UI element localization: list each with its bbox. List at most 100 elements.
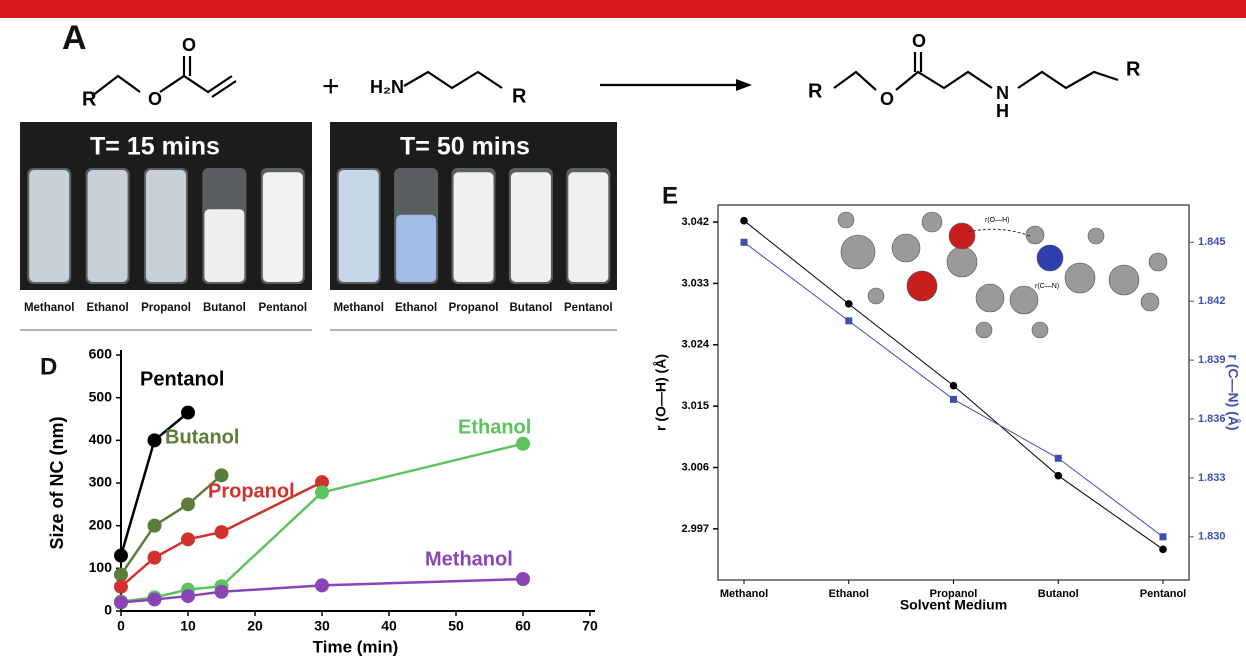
vial-content (88, 170, 128, 282)
x-tick-label: 10 (180, 618, 196, 634)
x-tick-label: Pentanol (1140, 588, 1186, 600)
series-label: Methanol (425, 548, 513, 570)
scheme-label: O (148, 89, 162, 109)
series-line (121, 444, 523, 602)
data-point (181, 406, 195, 420)
y2-axis-label: r (C—N) (Å) (1225, 354, 1241, 430)
y-tick-label: 500 (89, 388, 113, 404)
y-tick-label: 100 (89, 559, 113, 575)
photo-caption: Pentanol (259, 302, 308, 314)
data-point (845, 300, 853, 308)
vial (337, 168, 381, 284)
y-tick-label: 3.015 (681, 400, 709, 412)
data-point (1160, 533, 1167, 540)
atom (976, 322, 992, 338)
vial-content (146, 170, 186, 282)
data-point (845, 317, 852, 324)
atom (1149, 253, 1167, 271)
scheme-label: N (996, 83, 1009, 103)
time-label: T= 15 mins (90, 133, 220, 161)
vial-content (339, 170, 379, 282)
vial (202, 168, 246, 284)
vial (566, 168, 610, 284)
atom (947, 247, 977, 277)
y-axis-label: r (O—H) (Å) (653, 354, 669, 431)
vial (509, 168, 553, 284)
atom (1037, 245, 1063, 271)
photo-caption: Ethanol (87, 302, 129, 314)
scheme-label: O (912, 31, 926, 51)
photo-caption: Methanol (24, 302, 74, 314)
photo-caption: Propanol (449, 302, 499, 314)
data-point (516, 572, 530, 586)
vial-content (204, 209, 244, 282)
data-point (181, 497, 195, 511)
y-tick-label: 200 (89, 516, 113, 532)
photo-caption: Butanol (509, 302, 552, 314)
atom (922, 212, 942, 232)
data-point (1055, 455, 1062, 462)
x-tick-label: 40 (381, 618, 397, 634)
y2-tick-label: 1.830 (1198, 531, 1226, 543)
atom (976, 284, 1004, 312)
scheme-label: H₂N (370, 77, 404, 97)
y2-tick-label: 1.836 (1198, 413, 1226, 425)
time-label: T= 50 mins (400, 133, 530, 161)
data-point (740, 217, 748, 225)
x-tick-label: 50 (448, 618, 464, 634)
data-point (148, 433, 162, 447)
photo-caption: Propanol (141, 302, 191, 314)
x-tick-label: 30 (314, 618, 330, 634)
vial (394, 168, 438, 284)
vial (27, 168, 71, 284)
series-line (744, 242, 1163, 537)
atom (1088, 228, 1104, 244)
x-tick-label: 0 (117, 618, 125, 634)
data-point (148, 592, 162, 606)
data-point (148, 551, 162, 565)
header-bar (0, 0, 1246, 18)
inset-label: r(O—H) (985, 217, 1010, 224)
x-axis-label: Solvent Medium (900, 597, 1007, 613)
scheme-label: O (182, 35, 196, 55)
x-tick-label: Butanol (1038, 588, 1079, 600)
data-point (741, 239, 748, 246)
y-tick-label: 300 (89, 474, 113, 490)
series-label: Butanol (165, 426, 239, 448)
photo-caption: Pentanol (564, 302, 613, 314)
atom (1065, 263, 1095, 293)
scheme-label: R (82, 88, 97, 110)
atom (892, 234, 920, 262)
series-label: Ethanol (458, 416, 531, 438)
atom (838, 212, 854, 228)
y-axis-label: Size of NC (nm) (47, 416, 67, 549)
scheme-label: R (1126, 58, 1141, 80)
scheme-label: R (512, 85, 527, 107)
series-label: Propanol (208, 480, 295, 502)
y-tick-label: 3.033 (681, 277, 709, 289)
arrow-head (736, 79, 752, 91)
y-tick-label: 600 (89, 346, 113, 362)
y-tick-label: 0 (104, 602, 112, 618)
data-point (114, 549, 128, 563)
scheme-label: + (322, 70, 340, 103)
y-tick-label: 400 (89, 431, 113, 447)
scheme-label: H (996, 101, 1009, 121)
panel-letter: D (40, 353, 57, 380)
scheme-label: R (808, 80, 823, 102)
data-point (114, 580, 128, 594)
data-point (215, 525, 229, 539)
scheme-label: O (880, 89, 894, 109)
photo-caption: Methanol (333, 302, 383, 314)
atom (1026, 226, 1044, 244)
data-point (315, 485, 329, 499)
y2-tick-label: 1.839 (1198, 354, 1226, 366)
data-point (516, 437, 530, 451)
panel-letter: A (62, 19, 87, 57)
panel-letter: E (662, 182, 678, 209)
data-point (114, 568, 128, 582)
inset-molecule: r(O—H)r(C—N) (838, 212, 1167, 338)
vial-content (396, 215, 436, 282)
atom (949, 223, 975, 249)
atom (1010, 286, 1038, 314)
